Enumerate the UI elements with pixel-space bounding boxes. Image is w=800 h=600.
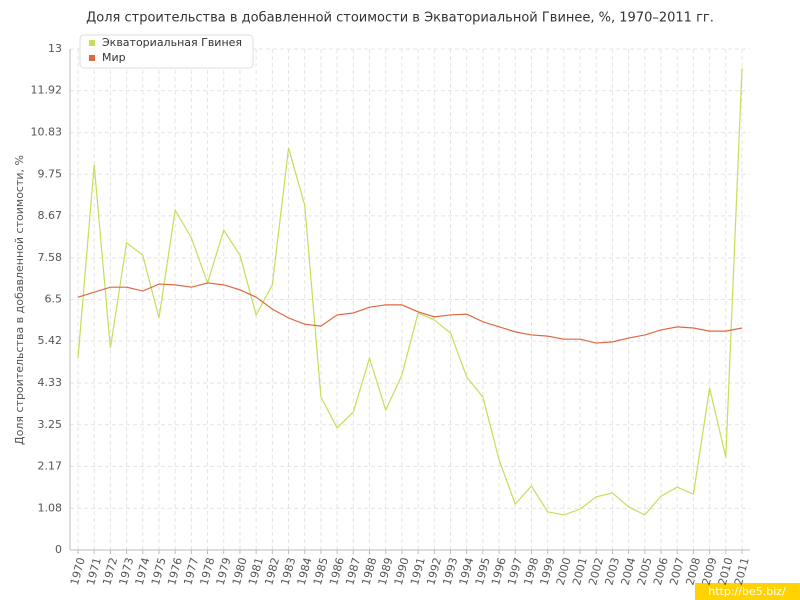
legend-box: [79, 34, 254, 69]
y-tick-label: 4.33: [38, 376, 63, 389]
y-tick-label: 9.75: [38, 167, 63, 180]
y-tick-label: 3.25: [38, 418, 63, 431]
y-tick-label: 5.42: [38, 334, 63, 347]
watermark: http://be5.biz/: [708, 585, 786, 598]
legend-label: Экваториальная Гвинея: [102, 36, 242, 49]
y-tick-label: 13: [48, 42, 62, 55]
y-tick-label: 0: [55, 543, 62, 556]
legend-label: Мир: [102, 51, 126, 64]
y-tick-label: 11.92: [31, 84, 63, 97]
line-series: [77, 282, 743, 344]
y-tick-label: 6.5: [45, 293, 63, 306]
watermark-box: [695, 583, 800, 600]
line-series: [77, 68, 743, 516]
y-tick-label: 10.83: [31, 126, 63, 139]
legend-swatch: [89, 55, 95, 61]
chart-title: Доля строительства в добавленной стоимос…: [86, 11, 714, 26]
y-tick-label: 8.67: [38, 209, 63, 222]
y-tick-label: 1.08: [38, 501, 63, 514]
y-tick-label: 2.17: [38, 459, 63, 472]
y-axis-label: Доля строительства в добавленной стоимос…: [13, 155, 26, 445]
y-tick-label: 7.58: [38, 251, 63, 264]
legend-swatch: [89, 40, 95, 46]
